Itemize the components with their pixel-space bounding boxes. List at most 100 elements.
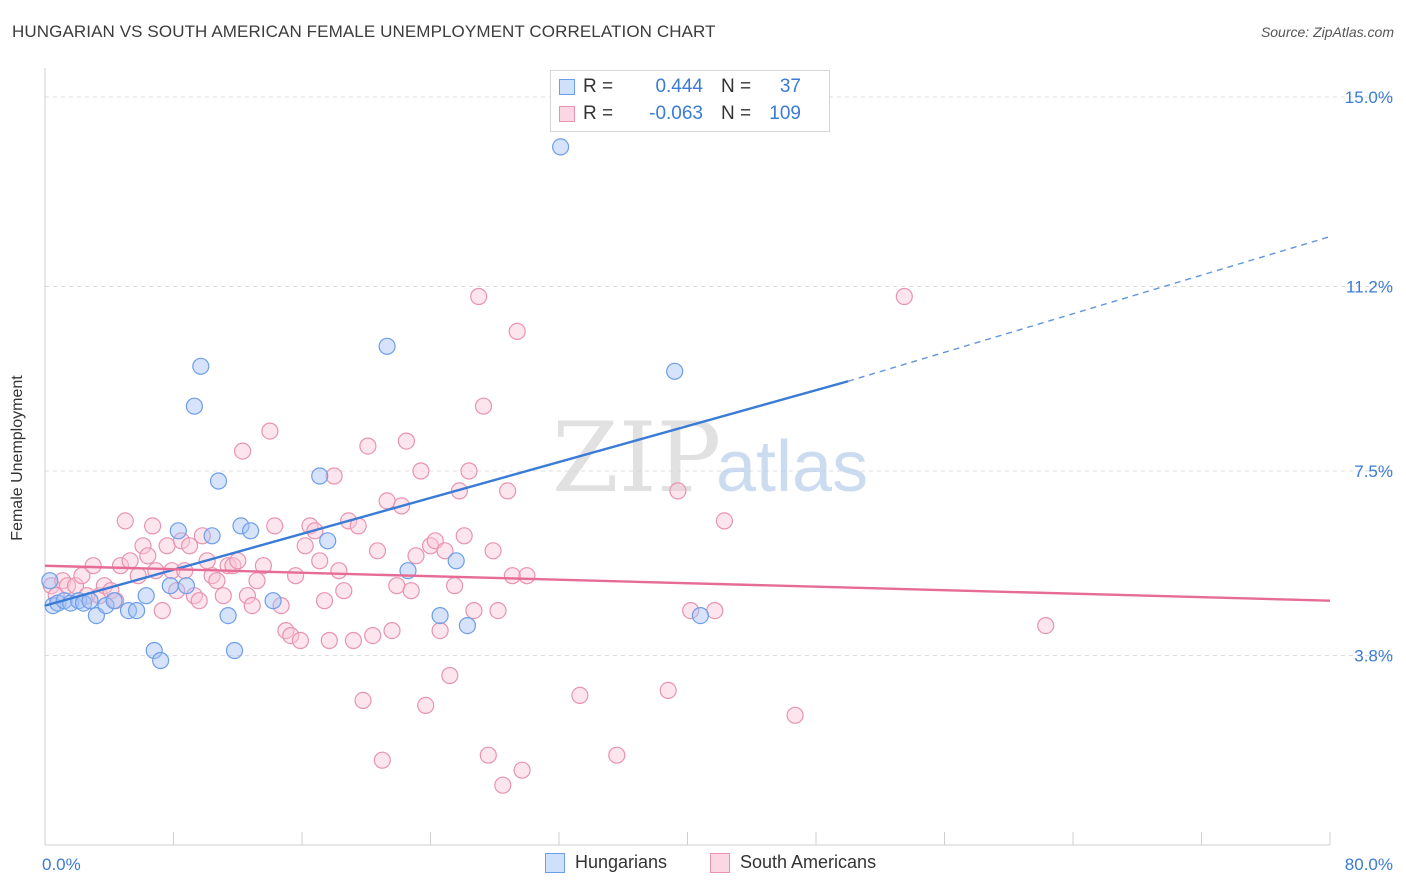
hungarian-point <box>192 357 210 375</box>
south-american-point <box>571 686 589 705</box>
south-american-point <box>315 592 334 610</box>
hungarian-point <box>203 527 221 545</box>
legend-label-hungarians: Hungarians <box>575 852 668 872</box>
south-american-point <box>484 542 502 560</box>
hungarian-point <box>264 592 282 610</box>
trend-lines <box>44 235 1331 607</box>
hungarian-point <box>152 651 170 670</box>
south-american-point <box>383 621 401 640</box>
hungarian-point <box>145 641 163 660</box>
south-americans-swatch <box>559 106 575 122</box>
south-american-point <box>335 582 353 600</box>
hungarians-swatch <box>559 79 575 95</box>
south-american-point <box>417 696 435 715</box>
south-american-point <box>153 601 171 620</box>
hungarian-point <box>97 596 115 615</box>
watermark: ZIP atlas <box>552 402 868 514</box>
south-american-point <box>254 557 272 575</box>
south-american-point <box>291 631 309 650</box>
south-american-point <box>436 542 454 560</box>
legend-item-south-americans[interactable]: South Americans <box>710 852 876 873</box>
south-american-point <box>465 601 483 620</box>
hungarian-point <box>551 138 570 156</box>
hungarian-point <box>458 616 476 635</box>
south-american-point <box>489 601 507 620</box>
south-american-point <box>116 512 134 530</box>
south-american-point <box>499 482 517 500</box>
south-american-point <box>706 601 724 620</box>
south-american-point <box>388 577 406 595</box>
south-americans-trend-line <box>44 564 1331 602</box>
south-american-point <box>669 482 687 500</box>
data-points <box>41 138 1055 794</box>
hungarian-point <box>219 606 237 625</box>
hungarian-point <box>137 587 155 605</box>
south-american-point <box>470 287 488 306</box>
south-american-point <box>277 621 295 640</box>
south-american-point <box>402 582 420 600</box>
south-american-point <box>895 287 913 306</box>
south-american-point <box>508 322 526 340</box>
y-tick-label: 3.8% <box>1354 647 1393 666</box>
chart-title: HUNGARIAN VS SOUTH AMERICAN FEMALE UNEMP… <box>12 22 716 41</box>
south-american-point <box>84 557 102 575</box>
south-american-point <box>243 596 261 615</box>
hungarian-point <box>105 592 123 610</box>
hungarian-point <box>161 577 179 595</box>
south-american-point <box>214 587 232 605</box>
stats-legend: R = 0.444 N = 37 R = -0.063 N = 109 <box>550 70 830 132</box>
south-american-point <box>460 462 478 480</box>
n-value: 37 <box>779 76 801 97</box>
hungarian-point <box>128 601 146 620</box>
south-american-point <box>139 547 157 565</box>
hungarian-point <box>447 552 465 570</box>
hungarians-trend-extension <box>847 235 1331 382</box>
hungarian-point <box>185 397 203 415</box>
south-american-point <box>54 572 72 590</box>
watermark-zip: ZIP <box>552 402 721 514</box>
south-american-point <box>359 437 377 455</box>
south-american-point <box>261 422 279 440</box>
south-american-point <box>296 537 314 555</box>
south-american-point <box>238 587 256 605</box>
hungarian-point <box>232 517 250 535</box>
south-american-point <box>229 552 247 570</box>
legend-item-hungarians[interactable]: Hungarians <box>545 852 667 873</box>
y-tick-label: 15.0% <box>1345 88 1393 107</box>
south-american-point <box>121 552 139 570</box>
south-american-point <box>203 567 221 585</box>
south-american-point <box>287 567 305 585</box>
watermark-atlas: atlas <box>716 427 868 507</box>
south-american-point <box>474 397 493 415</box>
south-american-point <box>786 706 804 724</box>
south-american-point <box>378 492 396 510</box>
south-american-point <box>659 681 677 700</box>
hungarians-legend-swatch <box>545 852 565 873</box>
south-american-point <box>172 532 191 550</box>
hungarian-point <box>242 522 260 540</box>
hungarian-point <box>169 522 187 540</box>
hungarian-point <box>177 577 195 595</box>
south-american-point <box>513 761 531 779</box>
r-label: R = <box>583 76 614 97</box>
south-americans-legend-swatch <box>710 852 730 873</box>
south-american-point <box>111 557 130 575</box>
r-label: R = <box>583 103 614 124</box>
south-american-point <box>518 567 536 585</box>
legend-row-hungarians: R = 0.444 N = 37 <box>559 74 801 100</box>
south-american-point <box>320 631 338 650</box>
south-american-point <box>248 572 266 590</box>
hungarian-point <box>225 641 244 660</box>
x-tick-label: 0.0% <box>42 855 81 874</box>
n-label: N = <box>721 76 752 97</box>
south-american-point <box>330 562 348 580</box>
series-legend: Hungarians South Americans <box>0 852 1406 876</box>
south-american-point <box>397 432 415 450</box>
hungarian-point <box>666 362 684 380</box>
n-label: N = <box>721 103 752 124</box>
south-american-point <box>190 592 208 610</box>
hungarian-point <box>319 532 337 550</box>
south-american-point <box>134 537 152 555</box>
south-american-point <box>193 527 211 545</box>
legend-row-south-americans: R = -0.063 N = 109 <box>559 101 801 127</box>
